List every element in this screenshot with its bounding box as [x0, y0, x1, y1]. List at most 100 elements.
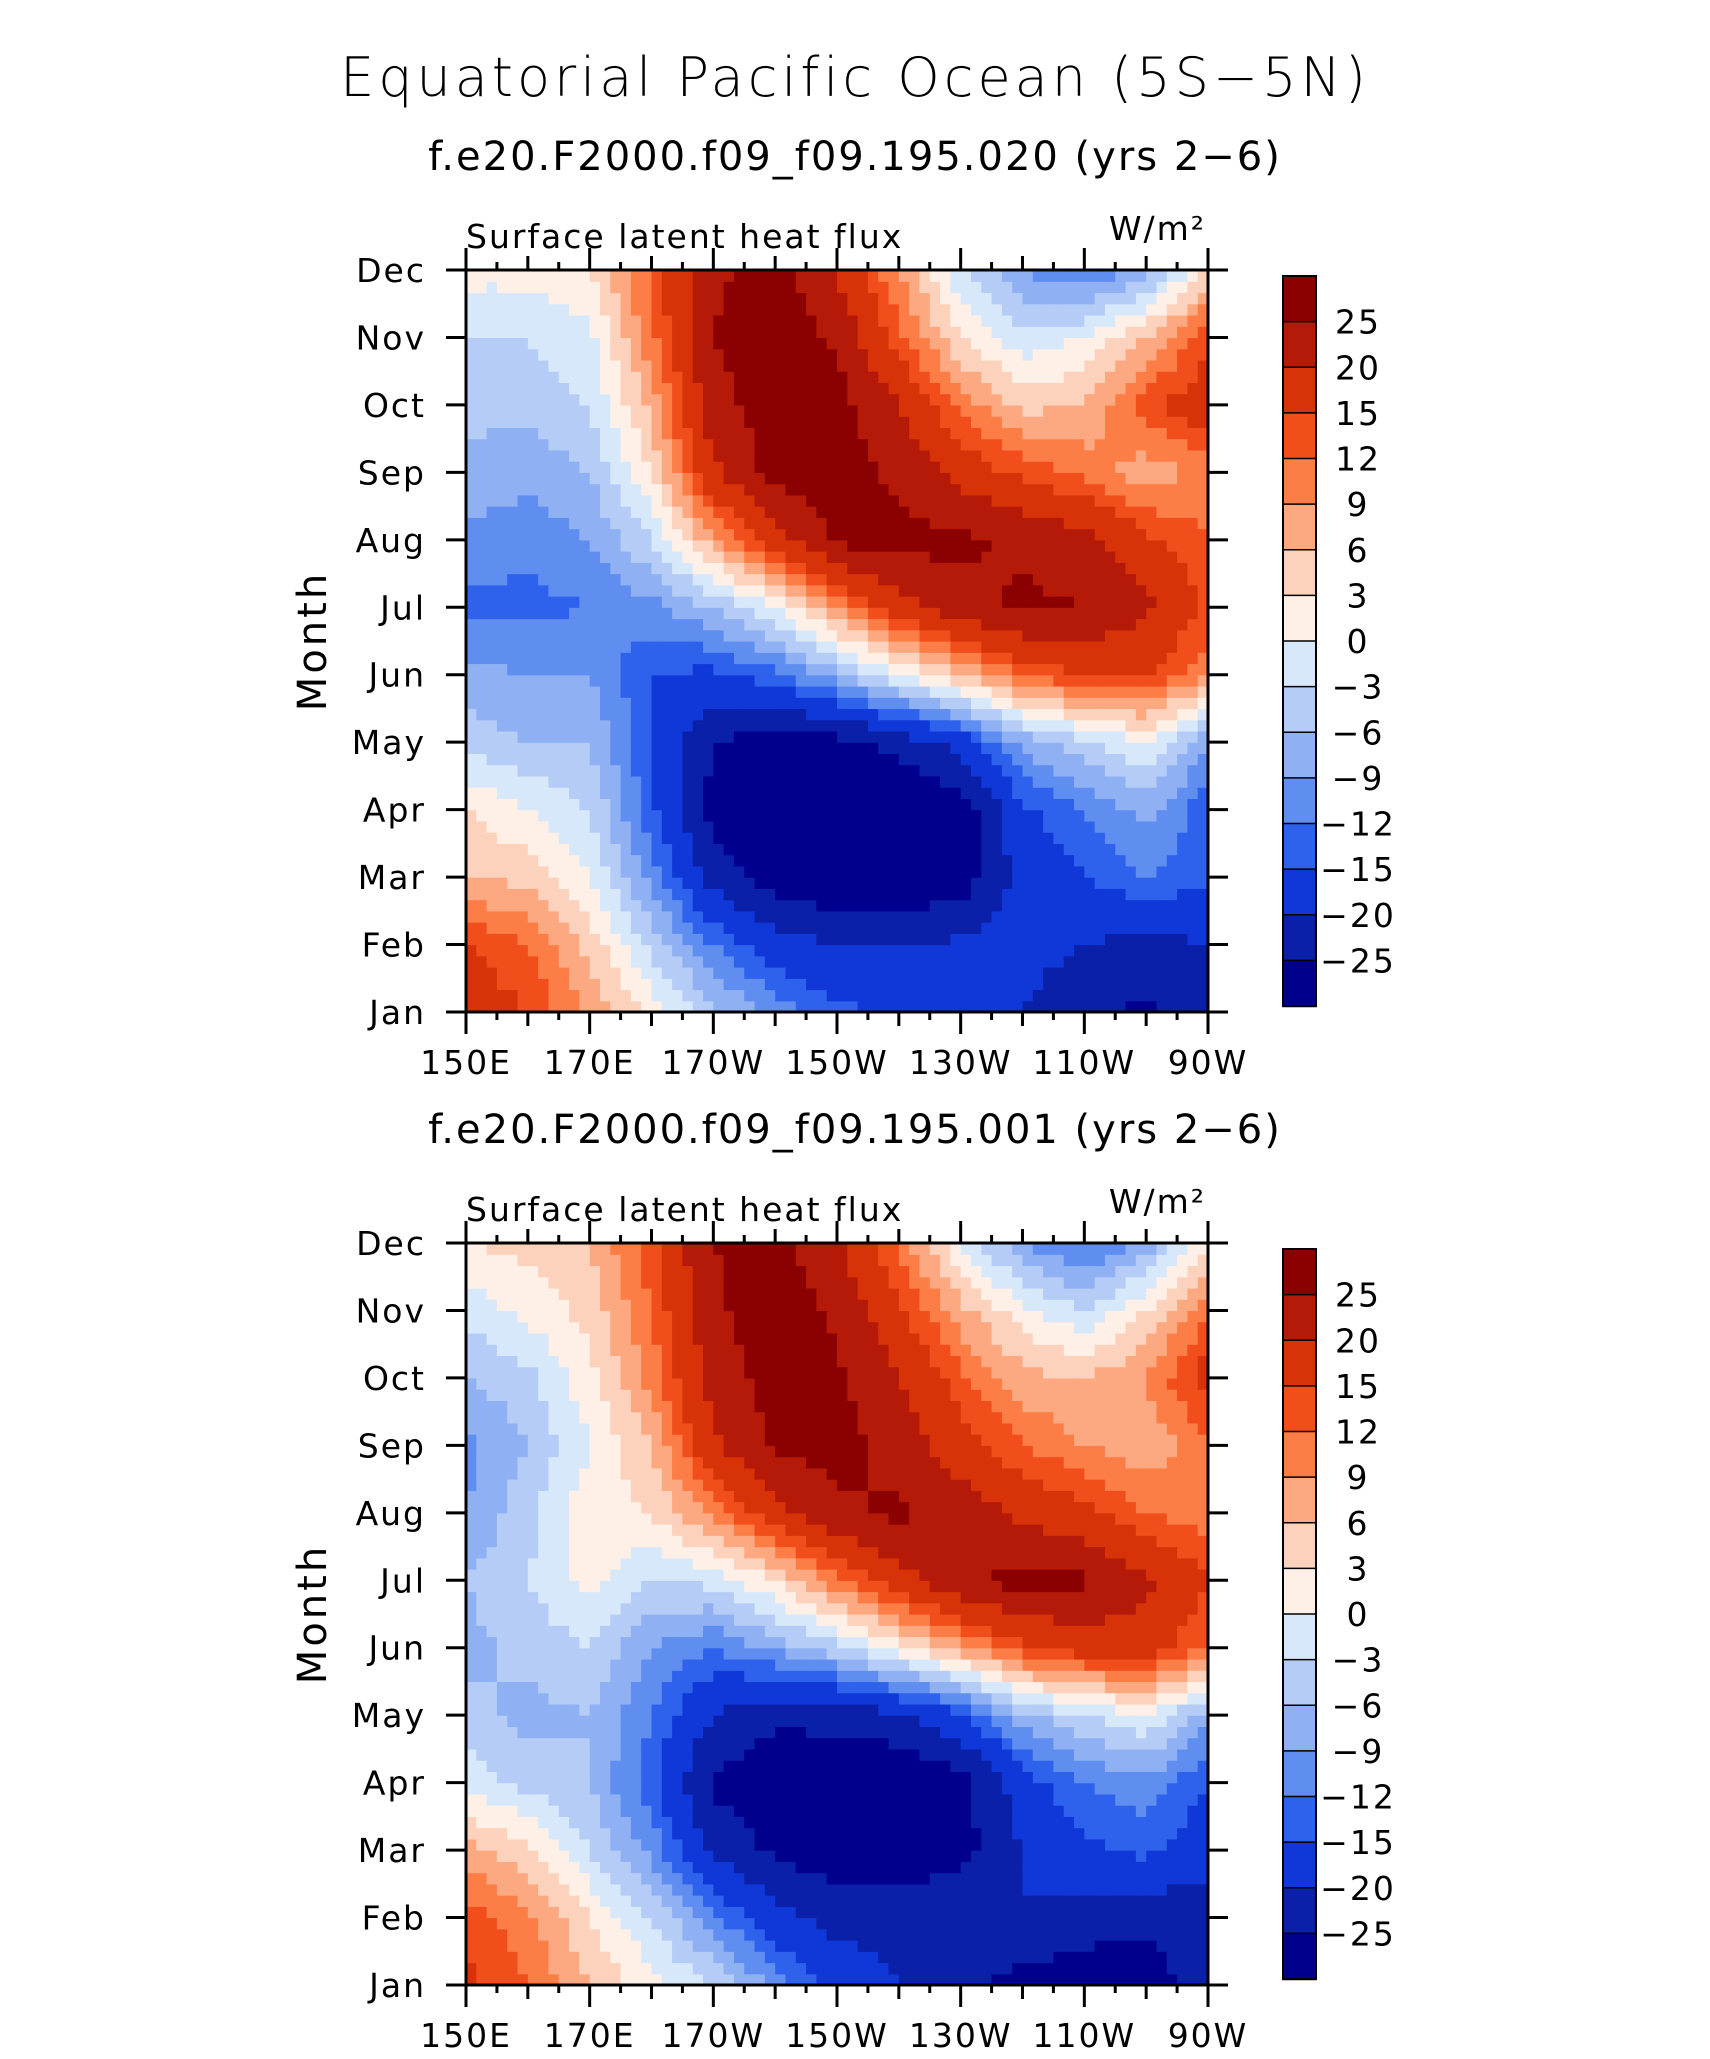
heatmap-cell	[970, 764, 982, 777]
heatmap-cell	[795, 416, 807, 428]
heatmap-cell	[620, 753, 632, 766]
heatmap-cell	[919, 607, 931, 620]
heatmap-cell	[878, 472, 890, 485]
heatmap-cell	[1001, 449, 1013, 462]
heatmap-cell	[661, 596, 673, 608]
heatmap-cell	[538, 438, 550, 451]
heatmap-cell	[672, 562, 684, 575]
heatmap-cell	[507, 978, 519, 991]
heatmap-cell	[826, 910, 838, 923]
heatmap-cell	[703, 1000, 714, 1012]
heatmap-cell	[1115, 899, 1127, 912]
heatmap-cell	[940, 663, 951, 676]
colorbar-swatch	[1282, 640, 1317, 688]
heatmap-cell	[733, 641, 745, 653]
heatmap-cell	[641, 483, 653, 496]
heatmap-cell	[1197, 629, 1208, 642]
heatmap-cell	[476, 506, 488, 518]
heatmap-cell	[857, 854, 869, 867]
heatmap-cell	[630, 573, 642, 586]
heatmap-cell	[940, 382, 951, 395]
heatmap-cell	[630, 472, 642, 485]
heatmap-cell	[837, 1000, 848, 1012]
heatmap-cell	[940, 539, 951, 552]
heatmap-cell	[764, 910, 776, 923]
heatmap-cell	[548, 955, 560, 968]
heatmap-cell	[1197, 494, 1208, 507]
heatmap-cell	[816, 787, 828, 799]
heatmap-cell	[1012, 730, 1024, 743]
heatmap-cell	[1146, 393, 1158, 406]
heatmap-cell	[1094, 708, 1106, 721]
heatmap-cell	[527, 449, 539, 462]
heatmap-cell	[599, 528, 611, 541]
heatmap-cell	[1053, 798, 1065, 811]
heatmap-cell	[775, 393, 787, 406]
heatmap-cell	[1094, 1000, 1106, 1012]
heatmap-cell	[579, 877, 591, 889]
heatmap-cell	[1094, 337, 1106, 350]
heatmap-cell	[703, 562, 714, 575]
heatmap-cell	[579, 787, 591, 799]
heatmap-cell	[1197, 281, 1208, 294]
heatmap-cell	[569, 674, 580, 687]
heatmap-cell	[486, 1928, 498, 1941]
heatmap-cell	[1012, 416, 1024, 428]
heatmap-cell	[1063, 472, 1075, 485]
heatmap-cell	[1146, 674, 1158, 687]
heatmap-cell	[1074, 629, 1085, 642]
heatmap-cell	[713, 865, 725, 878]
heatmap-cell	[929, 404, 941, 417]
heatmap-cell	[692, 618, 704, 631]
heatmap-cell	[620, 1962, 632, 1975]
heatmap-cell	[847, 573, 859, 586]
heatmap-cell	[898, 584, 910, 597]
heatmap-cell	[569, 427, 580, 440]
heatmap-cell	[486, 753, 498, 766]
heatmap-cell	[867, 404, 879, 417]
heatmap-cell	[847, 730, 859, 743]
heatmap-cell	[919, 719, 931, 732]
heatmap-cell	[878, 922, 890, 934]
heatmap-cell	[517, 371, 529, 384]
heatmap-cell	[898, 955, 910, 968]
heatmap-cell	[816, 551, 828, 563]
heatmap-cell	[898, 416, 910, 428]
heatmap-cell	[630, 775, 642, 788]
heatmap-cell	[816, 472, 828, 485]
heatmap-cell	[940, 989, 951, 1002]
heatmap-cell	[476, 393, 488, 406]
heatmap-cell	[898, 967, 910, 979]
heatmap-cell	[785, 641, 797, 653]
heatmap-cell	[960, 910, 972, 923]
heatmap-cell	[940, 292, 951, 305]
heatmap-cell	[1146, 618, 1158, 631]
heatmap-cell	[476, 899, 488, 912]
colorbar-swatch	[1282, 914, 1317, 962]
heatmap-cell	[867, 438, 879, 451]
heatmap-cell	[1104, 933, 1116, 946]
heatmap-cell	[1022, 596, 1034, 608]
heatmap-cell	[1177, 596, 1188, 608]
heatmap-cell	[692, 967, 704, 979]
heatmap-cell	[775, 674, 787, 687]
heatmap-cell	[1166, 843, 1178, 856]
heatmap-cell	[527, 652, 539, 665]
heatmap-cell	[1156, 517, 1168, 530]
heatmap-cell	[1074, 730, 1085, 743]
heatmap-cell	[1043, 955, 1055, 968]
heatmap-cell	[682, 348, 694, 361]
heatmap-cell	[898, 618, 910, 631]
heatmap-cell	[733, 292, 745, 305]
heatmap-cell	[970, 730, 982, 743]
heatmap-cell	[703, 685, 714, 698]
heatmap-cell	[466, 1951, 477, 1964]
heatmap-cell	[661, 877, 673, 889]
heatmap-cell	[960, 539, 972, 552]
heatmap-cell	[651, 888, 663, 901]
heatmap-cell	[898, 877, 910, 889]
heatmap-cell	[610, 719, 622, 732]
heatmap-cell	[1043, 270, 1055, 282]
heatmap-cell	[651, 865, 663, 878]
heatmap-cell	[919, 809, 931, 822]
